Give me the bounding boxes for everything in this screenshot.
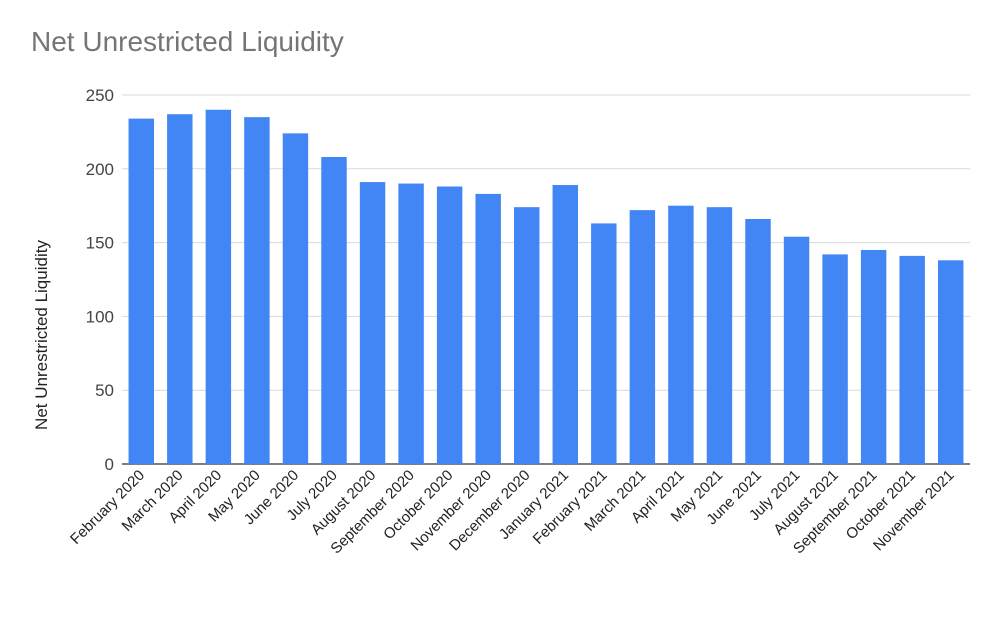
bar xyxy=(899,255,925,464)
bar xyxy=(514,207,540,464)
bar xyxy=(205,109,232,464)
bar xyxy=(552,185,578,464)
y-tick-label: 200 xyxy=(86,160,114,179)
bar xyxy=(128,118,154,464)
bar xyxy=(860,249,887,464)
bar xyxy=(822,254,848,464)
bar xyxy=(591,223,617,464)
bar xyxy=(783,236,810,464)
bar xyxy=(938,260,964,464)
bar xyxy=(745,218,771,464)
bar xyxy=(359,182,386,465)
bar xyxy=(668,205,694,464)
bar xyxy=(706,207,733,464)
bar xyxy=(167,114,193,465)
bars xyxy=(128,109,964,465)
y-tick-label: 50 xyxy=(95,381,114,400)
bar xyxy=(321,156,347,464)
chart-title: Net Unrestricted Liquidity xyxy=(31,26,344,57)
y-tick-labels: 0 50 100 150 200 250 xyxy=(86,86,114,474)
y-tick-label: 100 xyxy=(86,307,114,326)
y-tick-label: 250 xyxy=(86,86,114,105)
bar xyxy=(629,210,656,464)
bar xyxy=(398,183,424,464)
bar xyxy=(475,193,501,464)
bar xyxy=(436,186,463,464)
bar xyxy=(282,133,309,464)
y-tick-label: 0 xyxy=(105,455,114,474)
y-tick-label: 150 xyxy=(86,234,114,253)
bar xyxy=(244,117,270,464)
